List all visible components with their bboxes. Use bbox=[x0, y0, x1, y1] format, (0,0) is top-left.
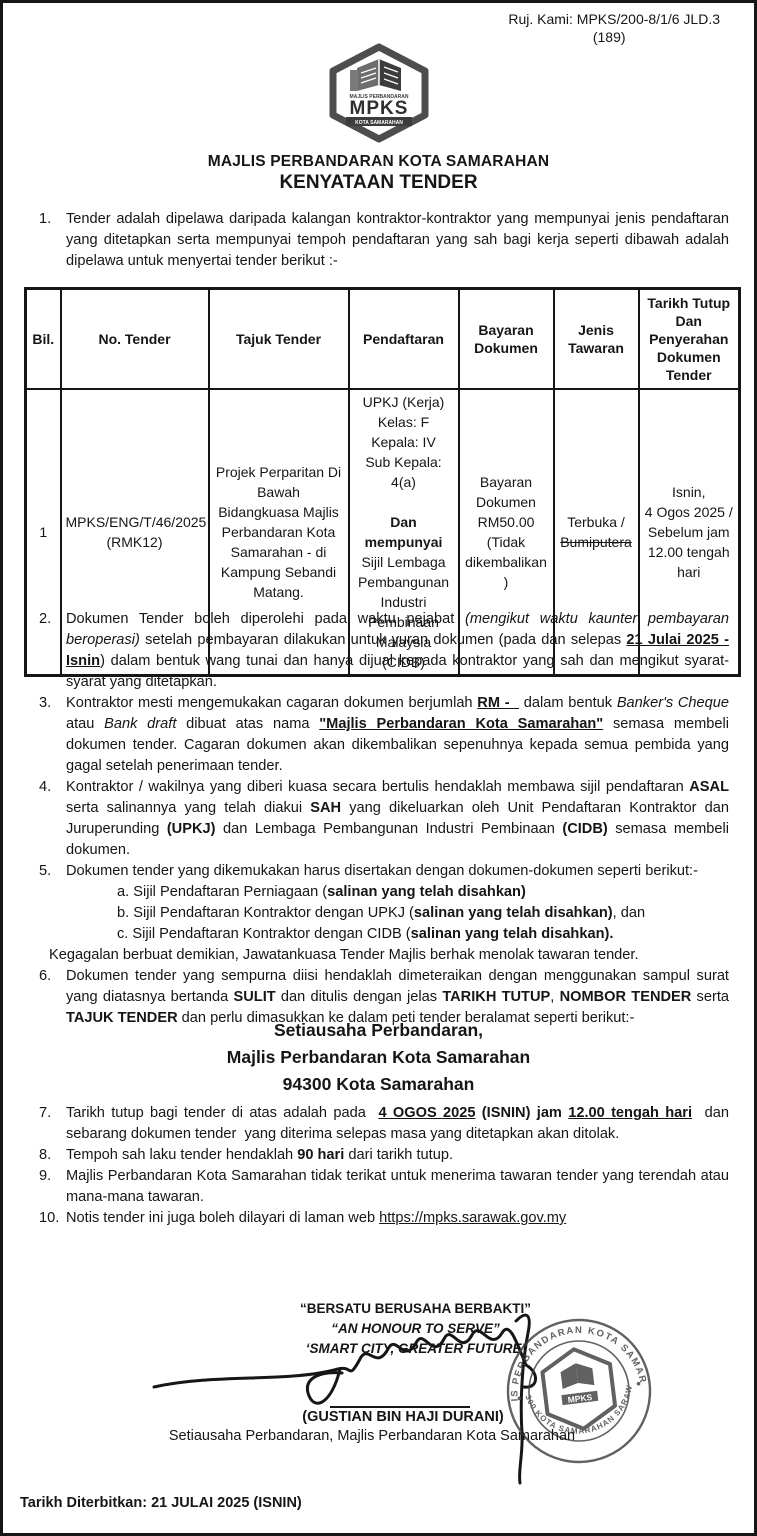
address-line: Majlis Perbandaran Kota Samarahan bbox=[226, 1047, 531, 1067]
reference-line: Ruj. Kami: MPKS/200-8/1/6 JLD.3 bbox=[508, 11, 720, 27]
sub-item-b: b. Sijil Pendaftaran Kontraktor dengan U… bbox=[117, 905, 646, 921]
motto-line: “BERSATU BERUSAHA BERBAKTI” bbox=[299, 1301, 531, 1316]
table-header-row: Bil. No. Tender Tajuk Tender Pendaftaran… bbox=[24, 287, 741, 390]
list-item: 10. Notis tender ini juga boleh dilayari… bbox=[39, 1208, 729, 1229]
item-text: Dokumen tender yang sempurna diisi henda… bbox=[66, 968, 729, 1026]
item-number: 9. bbox=[39, 1168, 52, 1184]
table-row: 1 MPKS/ENG/T/46/2025 (RMK12) Projek Perp… bbox=[24, 388, 741, 677]
column-header-no-tender: No. Tender bbox=[59, 287, 210, 390]
column-header-pendaftaran: Pendaftaran bbox=[347, 287, 460, 390]
book-left-page bbox=[356, 59, 379, 91]
conditions-list: 2. Dokumen Tender boleh diperolehi pada … bbox=[39, 609, 729, 1029]
motto-line: ‘SMART CITY, GREATER FUTURE’ bbox=[305, 1341, 526, 1356]
address-line: 94300 Kota Samarahan bbox=[282, 1074, 475, 1094]
signature-line bbox=[330, 1406, 470, 1408]
sub-item-a: a. Sijil Pendaftaran Perniagaan (salinan… bbox=[117, 884, 526, 900]
published-date-value: 21 JULAI 2025 (ISNIN) bbox=[151, 1495, 302, 1511]
column-header-tajuk-tender: Tajuk Tender bbox=[207, 287, 350, 390]
motto-block: “BERSATU BERUSAHA BERBAKTI” “AN HONOUR T… bbox=[143, 1299, 688, 1359]
organization-title: MAJLIS PERBANDARAN KOTA SAMARAHAN bbox=[207, 153, 550, 170]
tender-table: Bil. No. Tender Tajuk Tender Pendaftaran… bbox=[24, 287, 741, 677]
item-number: 2. bbox=[39, 611, 52, 627]
list-item: 5. Dokumen tender yang dikemukakan harus… bbox=[39, 861, 729, 882]
logo-bottom-caption: KOTA SAMARAHAN bbox=[355, 120, 403, 126]
page-title: KENYATAAN TENDER bbox=[279, 172, 478, 193]
published-date: Tarikh Diterbitkan: 21 JULAI 2025 (ISNIN… bbox=[20, 1495, 302, 1511]
logo-acronym: MPKS bbox=[349, 98, 408, 119]
column-header-bayaran-dokumen: Bayaran Dokumen bbox=[457, 287, 555, 390]
list-item: 3. Kontraktor mesti mengemukakan cagaran… bbox=[39, 693, 729, 777]
item-text: Tender adalah dipelawa daripada kalangan… bbox=[66, 211, 729, 269]
column-header-tarikh-tutup: Tarikh Tutup Dan Penyerahan Dokumen Tend… bbox=[637, 287, 741, 390]
item-text: Tempoh sah laku tender hendaklah 90 hari… bbox=[66, 1147, 453, 1163]
item-text: Dokumen tender yang dikemukakan harus di… bbox=[66, 863, 698, 879]
item-number: 10. bbox=[39, 1210, 60, 1226]
address-line: Setiausaha Perbandaran, bbox=[273, 1020, 484, 1040]
list-item: 2. Dokumen Tender boleh diperolehi pada … bbox=[39, 609, 729, 693]
item-text: Notis tender ini juga boleh dilayari di … bbox=[66, 1210, 567, 1226]
mpks-logo-icon: MAJLIS PERBANDARAN MPKS KOTA SAMARAHAN bbox=[326, 43, 432, 148]
tender-box-address: Setiausaha Perbandaran, Majlis Perbandar… bbox=[3, 1017, 754, 1098]
sub-note: Kegagalan berbuat demikian, Jawatankuasa… bbox=[49, 947, 639, 963]
sub-item-c: c. Sijil Pendaftaran Kontraktor dengan C… bbox=[117, 926, 614, 942]
item-number: 8. bbox=[39, 1147, 52, 1163]
intro-paragraph: 1. Tender adalah dipelawa daripada kalan… bbox=[39, 209, 729, 272]
cell-tarikh-tutup: Isnin, 4 Ogos 2025 / Sebelum jam 12.00 t… bbox=[637, 388, 741, 677]
item-number: 5. bbox=[39, 863, 52, 879]
signature bbox=[152, 1313, 537, 1485]
cell-tajuk-tender: Projek Perparitan Di Bawah Bidangkuasa M… bbox=[207, 388, 350, 677]
column-header-bil: Bil. bbox=[24, 287, 62, 390]
item-number: 6. bbox=[39, 968, 52, 984]
item-text: Majlis Perbandaran Kota Samarahan tidak … bbox=[66, 1168, 729, 1205]
tender-website-link[interactable]: https://mpks.sarawak.gov.my bbox=[379, 1210, 567, 1226]
reference-line-2: (189) bbox=[592, 29, 626, 45]
published-date-label: Tarikh Diterbitkan: bbox=[20, 1495, 152, 1511]
list-item: 1. Tender adalah dipelawa daripada kalan… bbox=[39, 209, 729, 272]
item-text: Dokumen Tender boleh diperolehi pada wak… bbox=[66, 611, 729, 690]
item-number: 7. bbox=[39, 1105, 52, 1121]
item-text: Kontraktor mesti mengemukakan cagaran do… bbox=[66, 695, 730, 774]
item-text: Tarikh tutup bagi tender di atas adalah … bbox=[66, 1105, 729, 1142]
cell-bayaran-dokumen: Bayaran Dokumen RM50.00 (Tidak dikembali… bbox=[457, 388, 555, 677]
item-number: 3. bbox=[39, 695, 52, 711]
motto-line: “AN HONOUR TO SERVE” bbox=[331, 1321, 500, 1336]
item-text: Kontraktor / wakilnya yang diberi kuasa … bbox=[66, 779, 729, 858]
signatory-title: Setiausaha Perbandaran, Majlis Perbandar… bbox=[168, 1428, 576, 1444]
list-item: 6. Dokumen tender yang sempurna diisi he… bbox=[39, 966, 729, 1029]
list-item: 7. Tarikh tutup bagi tender di atas adal… bbox=[39, 1103, 729, 1145]
cell-no-tender: MPKS/ENG/T/46/2025 (RMK12) bbox=[59, 388, 210, 677]
item-number: 1. bbox=[39, 211, 52, 227]
signatory-name: (GUSTIAN BIN HAJI DURANI) bbox=[302, 1409, 504, 1425]
official-stamp: MAJLIS PERBANDARAN KOTA SAMARAHAN 94300 … bbox=[494, 1306, 652, 1464]
list-item: 8. Tempoh sah laku tender hendaklah 90 h… bbox=[39, 1145, 729, 1166]
cell-bil: 1 bbox=[24, 388, 62, 677]
document-header: MAJLIS PERBANDARAN KOTA SAMARAHAN KENYAT… bbox=[3, 152, 754, 193]
cell-jenis-tawaran: Terbuka / Bumiputera bbox=[552, 388, 640, 677]
list-item: 4. Kontraktor / wakilnya yang diberi kua… bbox=[39, 777, 729, 861]
stamp-center-text: MPKS bbox=[567, 1392, 593, 1405]
column-header-jenis-tawaran: Jenis Tawaran bbox=[552, 287, 640, 390]
closing-conditions-list: 7. Tarikh tutup bagi tender di atas adal… bbox=[39, 1103, 729, 1229]
cell-pendaftaran: UPKJ (Kerja) Kelas: F Kepala: IV Sub Kep… bbox=[347, 388, 460, 677]
logo-top-caption: MAJLIS PERBANDARAN bbox=[349, 94, 408, 100]
item-number: 4. bbox=[39, 779, 52, 795]
list-item: 9. Majlis Perbandaran Kota Samarahan tid… bbox=[39, 1166, 729, 1208]
reference-number: Ruj. Kami: MPKS/200-8/1/6 JLD.3 (189) bbox=[508, 10, 720, 46]
